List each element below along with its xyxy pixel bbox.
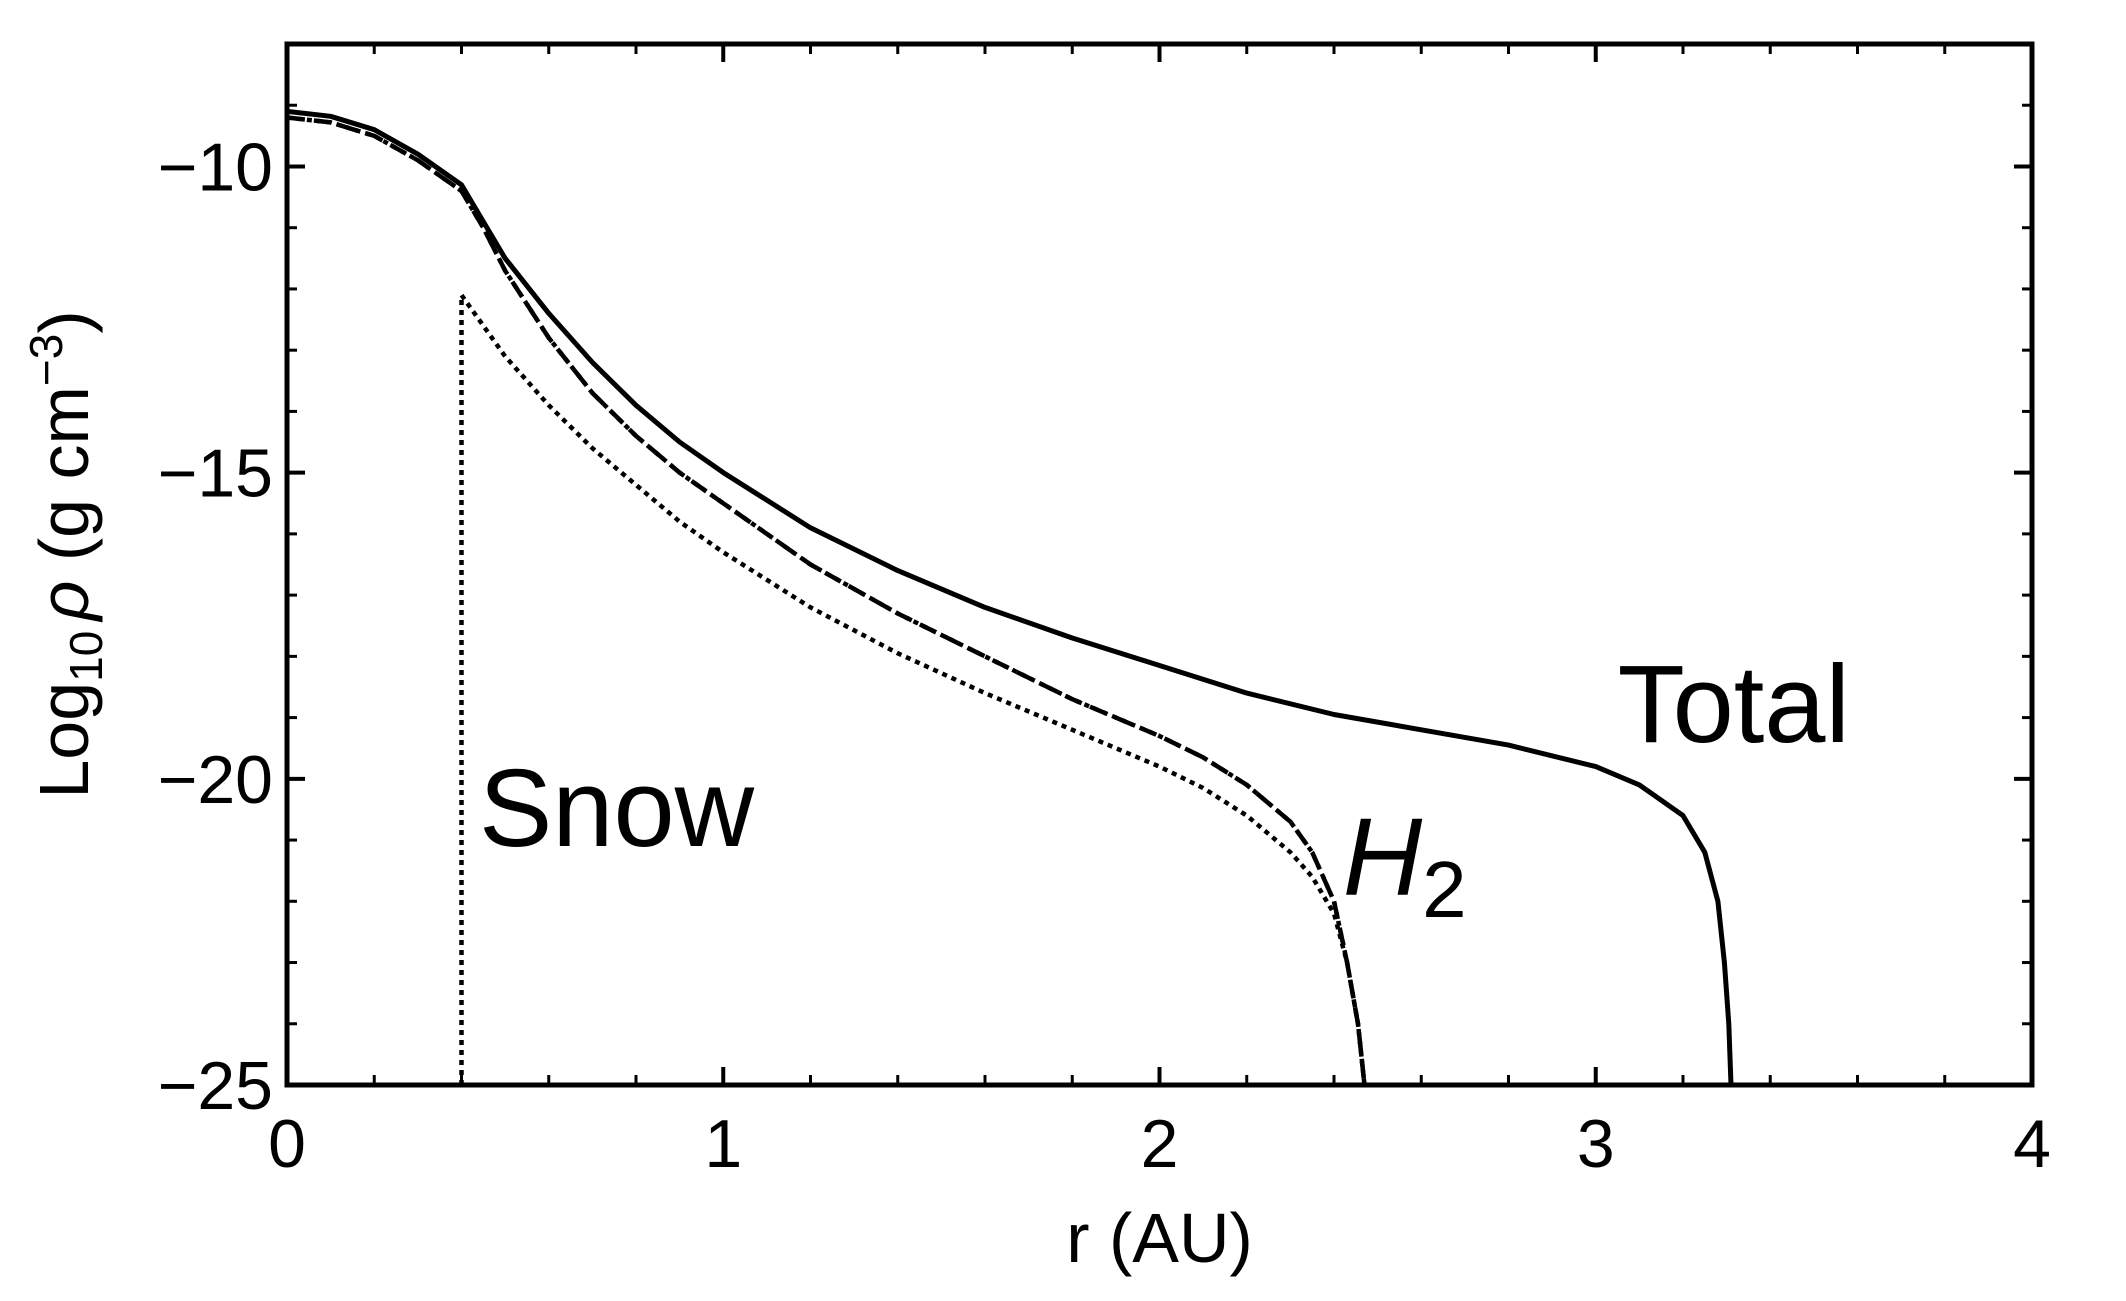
annotation-text: Total: [1618, 643, 1850, 766]
x-tick-label: 3: [1577, 1106, 1615, 1182]
annotation-text: Snow: [479, 747, 755, 870]
series-group: [287, 108, 1734, 1085]
series-annotation-snow: Snow: [479, 747, 755, 870]
y-axis-title-rho: ρ: [25, 581, 103, 623]
y-tick-label: −15: [158, 436, 273, 512]
y-tick-label: −10: [158, 129, 273, 205]
annotation-text: H: [1343, 796, 1423, 919]
x-axis-title: r (AU): [1066, 1199, 1253, 1277]
annotation-subscript: 2: [1422, 845, 1467, 934]
y-axis-title-superscript: −3: [20, 334, 72, 386]
x-tick-label: 0: [268, 1106, 306, 1182]
y-axis-title-subscript: 10: [60, 631, 112, 682]
annotations-group: Total H2 Snow: [479, 643, 1850, 934]
x-tick-label: 2: [1141, 1106, 1179, 1182]
x-tick-label: 1: [704, 1106, 742, 1182]
series-annotation-total: Total: [1618, 643, 1850, 766]
series-line-dotted-2: [287, 115, 1367, 1085]
y-axis-title-unit: (g cm: [25, 386, 103, 580]
y-tick-label: −20: [158, 742, 273, 818]
series-line-dashed-1: [287, 115, 1367, 1085]
y-axis-title-close: ): [25, 310, 103, 333]
axes-group: 0 1 2 3 4 −10 −15 −20 −25: [158, 41, 2051, 1182]
series-annotation-h: H2: [1343, 796, 1467, 934]
plot-frame: [284, 41, 2035, 1088]
y-tick-label: −25: [158, 1048, 273, 1124]
x-tick-label: 4: [2013, 1106, 2051, 1182]
y-axis-title-prefix: Log: [25, 682, 103, 799]
y-axis-title: Log10 ρ (g cm−3): [20, 310, 112, 798]
series-line-solid-0: [287, 108, 1734, 1085]
